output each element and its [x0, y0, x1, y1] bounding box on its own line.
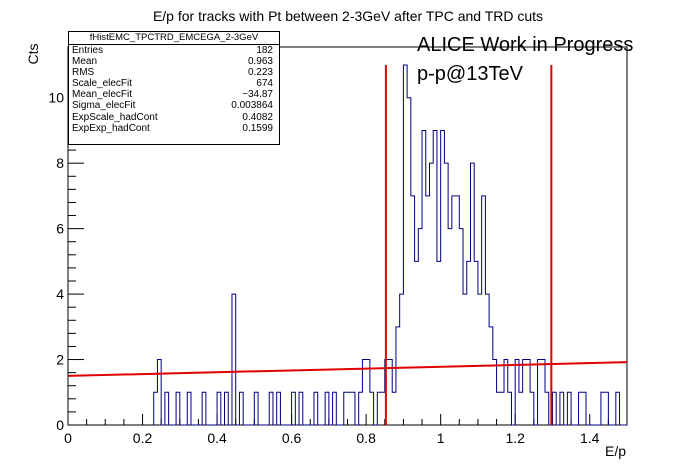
- stats-row: ExpExp_hadCont 0.1599: [69, 123, 279, 134]
- stats-label: Mean: [72, 56, 98, 68]
- stats-row: RMS 0.223: [69, 67, 279, 78]
- y-axis-label: Cts: [25, 44, 41, 65]
- x-tick-label: 1.2: [505, 430, 525, 446]
- stats-row: Mean_elecFit −34.87: [69, 89, 279, 100]
- y-tick-label: 0: [56, 417, 64, 433]
- x-tick-label: 1: [437, 430, 445, 446]
- stats-label: ExpScale_hadCont: [72, 111, 158, 123]
- stats-row: Sigma_elecFit 0.003864: [69, 100, 279, 111]
- stats-value: 182: [256, 45, 273, 56]
- fit-line: [67, 361, 628, 377]
- stats-label: Scale_elecFit: [72, 78, 133, 90]
- overlay-line-1: ALICE Work in Progress: [417, 34, 634, 56]
- x-tick-label: 0.4: [207, 430, 227, 446]
- histogram-series: [153, 64, 627, 426]
- stats-value: −34.87: [242, 89, 273, 101]
- x-tick-label: 0.2: [133, 430, 153, 446]
- x-axis-label: E/p: [605, 443, 626, 459]
- y-tick-label: 8: [56, 155, 64, 171]
- chart-title: E/p for tracks with Pt between 2-3GeV af…: [153, 8, 543, 24]
- stats-row: Mean 0.963: [69, 56, 279, 67]
- overlay-line-2: p-p@13TeV: [417, 63, 523, 85]
- stats-value: 0.003864: [231, 100, 273, 112]
- stats-label: ExpExp_hadCont: [72, 122, 150, 134]
- stats-label: RMS: [72, 67, 95, 79]
- stats-value: 0.963: [247, 56, 273, 68]
- y-tick-label: 2: [56, 352, 64, 368]
- stats-value: 0.223: [247, 67, 273, 79]
- y-tick-label: 10: [48, 90, 64, 106]
- y-tick-label: 6: [56, 221, 64, 237]
- stats-box-title: fHistEMC_TPCTRD_EMCEGA_2-3GeV: [69, 32, 279, 45]
- x-tick-label: 0.8: [356, 430, 376, 446]
- stats-label: Mean_elecFit: [72, 89, 133, 101]
- stats-label: Entries: [72, 45, 104, 56]
- stats-row: Entries 182: [69, 45, 279, 56]
- stats-label: Sigma_elecFit: [72, 100, 136, 112]
- stats-row: ExpScale_hadCont 0.4082: [69, 112, 279, 123]
- y-tick-label: 4: [56, 286, 64, 302]
- stats-row: Scale_elecFit 674: [69, 78, 279, 89]
- x-tick-label: 1.4: [580, 430, 600, 446]
- x-tick-label: 0: [64, 430, 72, 446]
- stats-value: 674: [256, 78, 273, 90]
- stats-value: 0.1599: [242, 122, 273, 134]
- x-tick-label: 0.6: [282, 430, 302, 446]
- stats-box: fHistEMC_TPCTRD_EMCEGA_2-3GeV Entries 182…: [68, 31, 280, 145]
- stats-value: 0.4082: [242, 111, 273, 123]
- x-axis: 0 0.2 0.4 0.6 0.8 1 1.2 1.4: [64, 414, 628, 446]
